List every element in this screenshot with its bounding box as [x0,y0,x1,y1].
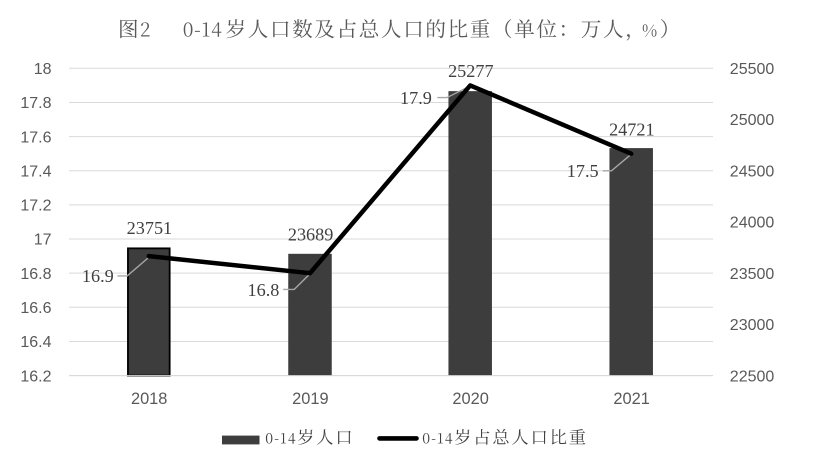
svg-text:17: 17 [34,232,52,249]
svg-text:25500: 25500 [730,61,775,78]
svg-text:17.8: 17.8 [20,95,51,112]
svg-text:24000: 24000 [730,215,775,232]
svg-text:18: 18 [34,61,52,78]
svg-text:23500: 23500 [730,266,775,283]
svg-text:25277: 25277 [448,61,493,81]
svg-text:23751: 23751 [127,218,172,238]
svg-text:22500: 22500 [730,368,775,385]
svg-text:16.9: 16.9 [82,266,114,286]
svg-text:23689: 23689 [288,224,333,244]
svg-text:2018: 2018 [131,390,167,408]
svg-text:23000: 23000 [730,317,775,334]
svg-text:2021: 2021 [613,390,649,408]
svg-text:24500: 24500 [730,163,775,180]
svg-text:16.4: 16.4 [20,334,51,351]
svg-text:16.8: 16.8 [20,266,51,283]
svg-text:17.6: 17.6 [20,129,51,146]
svg-text:17.5: 17.5 [567,161,599,181]
svg-text:2020: 2020 [452,390,488,408]
svg-text:2019: 2019 [292,390,328,408]
svg-text:17.2: 17.2 [20,198,51,215]
svg-text:16.2: 16.2 [20,368,51,385]
svg-text:17.9: 17.9 [400,88,432,108]
svg-text:17.4: 17.4 [20,163,51,180]
svg-text:16.6: 16.6 [20,300,51,317]
svg-text:16.8: 16.8 [248,280,280,300]
svg-text:24721: 24721 [609,120,654,140]
svg-text:25000: 25000 [730,112,775,129]
